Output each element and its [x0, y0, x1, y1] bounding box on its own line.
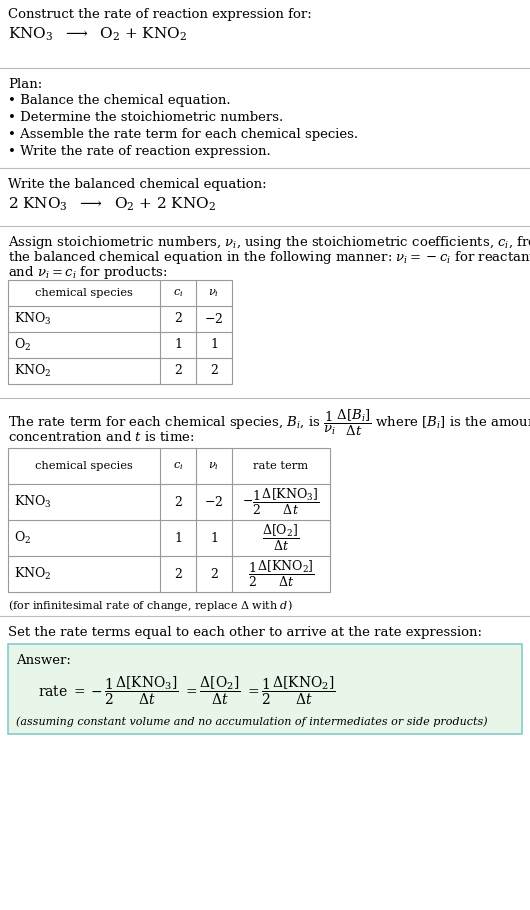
Text: 2: 2: [174, 496, 182, 509]
Text: 2: 2: [174, 568, 182, 581]
Text: 1: 1: [210, 531, 218, 544]
Text: the balanced chemical equation in the following manner: $\nu_i = -c_i$ for react: the balanced chemical equation in the fo…: [8, 249, 530, 266]
Text: $-2$: $-2$: [205, 495, 224, 509]
Text: (for infinitesimal rate of change, replace $\Delta$ with $d$): (for infinitesimal rate of change, repla…: [8, 598, 293, 613]
Text: $\mathrm{KNO_3}$: $\mathrm{KNO_3}$: [14, 494, 51, 510]
Text: Plan:: Plan:: [8, 78, 42, 91]
Text: and $\nu_i = c_i$ for products:: and $\nu_i = c_i$ for products:: [8, 264, 167, 281]
Text: $\mathrm{O_2}$: $\mathrm{O_2}$: [14, 337, 31, 353]
Text: 1: 1: [174, 339, 182, 351]
Text: Write the balanced chemical equation:: Write the balanced chemical equation:: [8, 178, 267, 191]
Text: $\dfrac{1}{2}\dfrac{\Delta[\mathrm{KNO_2}]}{\Delta t}$: $\dfrac{1}{2}\dfrac{\Delta[\mathrm{KNO_2…: [248, 559, 314, 589]
Text: Answer:: Answer:: [16, 654, 71, 667]
Text: chemical species: chemical species: [35, 461, 133, 471]
Text: $-\dfrac{1}{2}\dfrac{\Delta[\mathrm{KNO_3}]}{\Delta t}$: $-\dfrac{1}{2}\dfrac{\Delta[\mathrm{KNO_…: [242, 487, 320, 517]
Text: • Assemble the rate term for each chemical species.: • Assemble the rate term for each chemic…: [8, 128, 358, 141]
Text: $\mathrm{KNO_3}$  $\longrightarrow$  $\mathrm{O_2}$ + $\mathrm{KNO_2}$: $\mathrm{KNO_3}$ $\longrightarrow$ $\mat…: [8, 26, 187, 44]
Text: $\dfrac{\Delta[\mathrm{O_2}]}{\Delta t}$: $\dfrac{\Delta[\mathrm{O_2}]}{\Delta t}$: [262, 523, 299, 553]
Text: 2: 2: [174, 365, 182, 378]
Text: 1: 1: [174, 531, 182, 544]
Text: $\mathrm{O_2}$: $\mathrm{O_2}$: [14, 530, 31, 546]
FancyBboxPatch shape: [8, 644, 522, 734]
Text: $\mathrm{KNO_3}$: $\mathrm{KNO_3}$: [14, 311, 51, 327]
Text: 2: 2: [174, 312, 182, 326]
Text: • Balance the chemical equation.: • Balance the chemical equation.: [8, 94, 231, 107]
Text: The rate term for each chemical species, $B_i$, is $\dfrac{1}{\nu_i}\dfrac{\Delt: The rate term for each chemical species,…: [8, 408, 530, 439]
Text: Assign stoichiometric numbers, $\nu_i$, using the stoichiometric coefficients, $: Assign stoichiometric numbers, $\nu_i$, …: [8, 234, 530, 251]
Text: $c_i$: $c_i$: [173, 460, 183, 472]
Text: chemical species: chemical species: [35, 288, 133, 298]
Text: $\nu_i$: $\nu_i$: [208, 460, 219, 472]
Bar: [8, 280, 232, 384]
Text: • Write the rate of reaction expression.: • Write the rate of reaction expression.: [8, 145, 271, 158]
Text: $\nu_i$: $\nu_i$: [208, 287, 219, 298]
Text: rate term: rate term: [253, 461, 308, 471]
Text: $\mathrm{2\ KNO_3}$  $\longrightarrow$  $\mathrm{O_2}$ + $\mathrm{2\ KNO_2}$: $\mathrm{2\ KNO_3}$ $\longrightarrow$ $\…: [8, 196, 216, 214]
Text: 1: 1: [210, 339, 218, 351]
Text: $-2$: $-2$: [205, 312, 224, 326]
Text: Construct the rate of reaction expression for:: Construct the rate of reaction expressio…: [8, 8, 312, 21]
Text: $\mathrm{KNO_2}$: $\mathrm{KNO_2}$: [14, 566, 51, 582]
Text: • Determine the stoichiometric numbers.: • Determine the stoichiometric numbers.: [8, 111, 283, 124]
Text: $\mathrm{KNO_2}$: $\mathrm{KNO_2}$: [14, 363, 51, 379]
Text: concentration and $t$ is time:: concentration and $t$ is time:: [8, 430, 195, 444]
Text: Set the rate terms equal to each other to arrive at the rate expression:: Set the rate terms equal to each other t…: [8, 626, 482, 639]
Text: rate $= -\dfrac{1}{2}\dfrac{\Delta[\mathrm{KNO_3}]}{\Delta t}$ $= \dfrac{\Delta[: rate $= -\dfrac{1}{2}\dfrac{\Delta[\math…: [38, 674, 336, 707]
Bar: [8, 448, 330, 592]
Text: 2: 2: [210, 568, 218, 581]
Text: (assuming constant volume and no accumulation of intermediates or side products): (assuming constant volume and no accumul…: [16, 716, 488, 726]
Text: 2: 2: [210, 365, 218, 378]
Text: $c_i$: $c_i$: [173, 287, 183, 298]
